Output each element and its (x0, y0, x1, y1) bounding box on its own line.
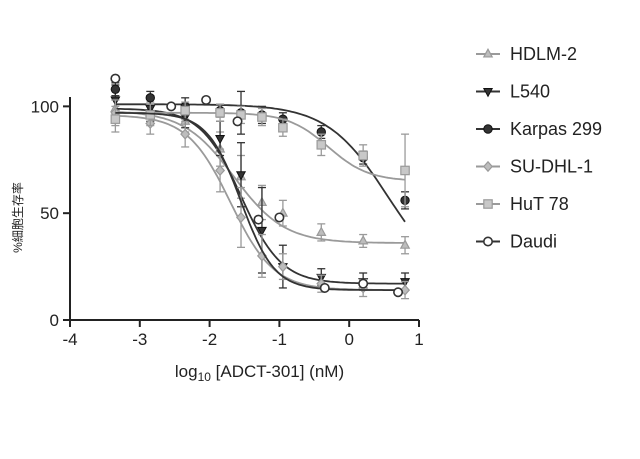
legend-item-6: Daudi (476, 232, 557, 252)
x-tick-label: -2 (202, 330, 217, 349)
x-axis-label: log10 [ADCT-301] (nM) (175, 362, 344, 384)
legend-item-1: HDLM-2 (476, 44, 577, 64)
fit-curve-6 (115, 113, 398, 290)
x-tick-label: 1 (414, 330, 423, 349)
data-point (216, 135, 224, 143)
legend-item-5: HuT 78 (476, 194, 569, 214)
legend-label: Karpas 299 (510, 119, 602, 139)
data-point (321, 284, 329, 292)
legend-item-2: L540 (476, 82, 550, 102)
legend-label: HuT 78 (510, 194, 569, 214)
data-point (401, 240, 409, 248)
data-point (216, 109, 224, 117)
x-tick-label: -4 (62, 330, 77, 349)
legend-item-3: Karpas 299 (476, 119, 602, 139)
data-point (279, 124, 287, 132)
data-point (111, 85, 119, 93)
legend-marker (484, 237, 492, 245)
plot-area (111, 74, 409, 298)
data-point (317, 141, 325, 149)
x-tick-label: -3 (132, 330, 147, 349)
legend-label: L540 (510, 82, 550, 102)
legend-label: SU-DHL-1 (510, 157, 593, 177)
legend-marker (484, 125, 492, 133)
data-point (237, 213, 245, 222)
x-tick-label: -1 (272, 330, 287, 349)
data-point (216, 166, 224, 175)
x-axis-label-subscript: 10 (198, 370, 212, 384)
data-point (167, 102, 175, 110)
data-point (146, 94, 154, 102)
series-6 (111, 74, 402, 296)
data-point (233, 117, 241, 125)
y-tick-label: 100 (31, 97, 59, 116)
data-point (258, 113, 266, 121)
x-axis-label-rest: [ADCT-301] (nM) (211, 362, 344, 381)
data-point (359, 279, 367, 287)
legend-label: HDLM-2 (510, 44, 577, 64)
data-point (111, 115, 119, 123)
y-tick-label: 0 (50, 311, 59, 330)
series-5 (111, 102, 409, 207)
data-point (181, 106, 189, 114)
data-point (111, 74, 119, 82)
data-point (394, 288, 402, 296)
legend-marker (484, 200, 492, 208)
x-axis-label-prefix: log (175, 362, 198, 381)
legend-item-4: SU-DHL-1 (476, 157, 593, 177)
data-point (202, 96, 210, 104)
data-point (254, 215, 262, 223)
data-point (275, 213, 283, 221)
y-tick-label: 50 (40, 204, 59, 223)
x-tick-label: 0 (344, 330, 353, 349)
data-point (401, 166, 409, 174)
data-point (359, 236, 367, 244)
legend-marker (484, 162, 492, 171)
series-4 (111, 100, 409, 299)
y-axis-label: %細胞生存率 (10, 182, 25, 253)
data-point (146, 111, 154, 119)
legend: HDLM-2 L540 Karpas 299 SU-DHL-1 HuT 78 Daudi (476, 44, 602, 252)
legend-label: Daudi (510, 232, 557, 252)
data-point (317, 228, 325, 236)
data-point (359, 151, 367, 159)
